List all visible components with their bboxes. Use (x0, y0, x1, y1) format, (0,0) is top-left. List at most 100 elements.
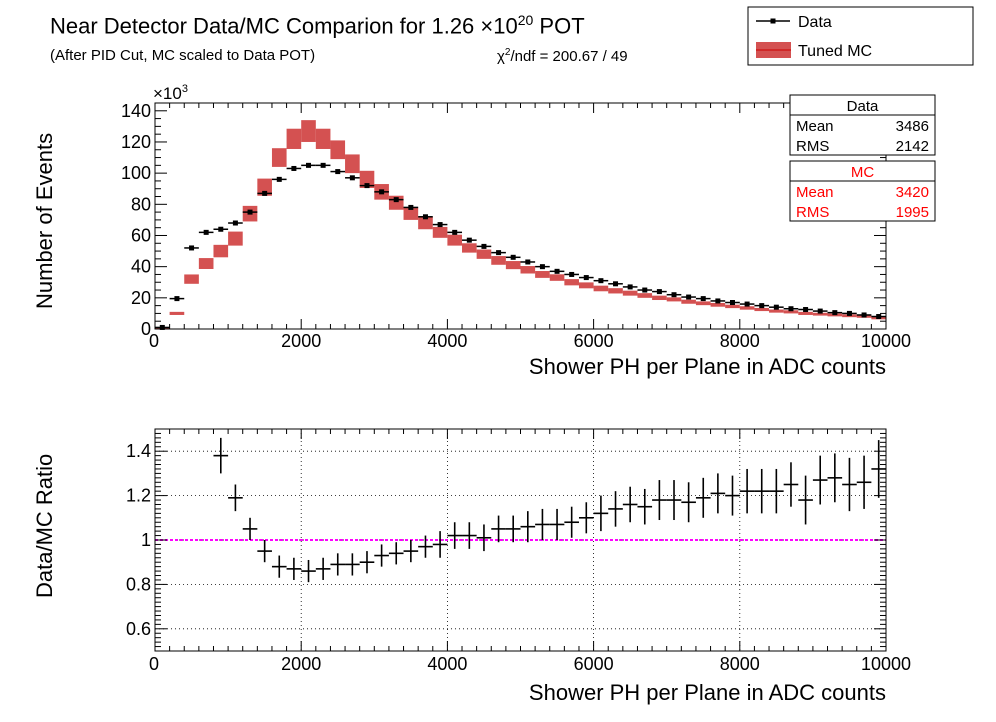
y-tick-label: 0.6 (126, 619, 151, 639)
data-point (379, 189, 385, 195)
x-tick-label: 10000 (861, 331, 911, 351)
chi2-ndf-label: χ2/ndf = 200.67 / 49 (497, 47, 628, 65)
title-exponent: 20 (517, 12, 534, 28)
mc-band-box (681, 299, 696, 304)
mc-band-box (432, 226, 448, 238)
data-point (262, 190, 268, 196)
x-tick-label: 2000 (281, 654, 321, 674)
mc-band-box (403, 207, 419, 220)
y-tick-label: 100 (121, 163, 151, 183)
mc-band-box (198, 258, 214, 269)
data-point (364, 183, 370, 189)
data-point (876, 314, 882, 320)
mc-band-box (812, 312, 828, 316)
y-tick-label: 1.2 (126, 486, 151, 506)
data-point (408, 204, 414, 210)
data-point (642, 287, 648, 293)
legend-mc-label: Tuned MC (798, 43, 872, 60)
stats-mc-row-label: RMS (796, 204, 829, 221)
stats-mc-title: MC (851, 164, 874, 181)
data-point (803, 307, 809, 313)
data-point (189, 245, 195, 251)
data-point (715, 298, 721, 304)
stats-data-row-label: Mean (796, 118, 834, 135)
mc-band-box (710, 302, 726, 307)
data-point (627, 284, 633, 290)
y-tick-label: 1 (141, 530, 151, 550)
data-point (656, 289, 662, 295)
x-tick-label: 6000 (574, 331, 614, 351)
mc-band-box (725, 304, 740, 309)
x-axis-title: Shower PH per Plane in ADC counts (529, 354, 886, 379)
mc-band-box (345, 154, 360, 174)
data-point (393, 197, 399, 203)
stats-data-row-value: 2142 (896, 138, 929, 155)
data-point (773, 304, 779, 310)
mc-band-box (257, 178, 272, 196)
title-main: Near Detector Data/MC Comparion for 1.26… (50, 13, 518, 39)
data-point (291, 165, 297, 171)
data-point (437, 222, 443, 228)
mc-band-box (535, 271, 550, 278)
stats-mc-row-value: 1995 (896, 204, 929, 221)
mc-band-box (739, 306, 755, 310)
data-point (539, 264, 545, 270)
data-point (613, 281, 619, 287)
y-axis-title: Data/MC Ratio (32, 454, 57, 598)
mc-band-box (286, 128, 302, 149)
data-point (349, 175, 355, 181)
mc-band-box (695, 301, 711, 306)
chi2-text: /ndf = 200.67 / 49 (510, 48, 628, 65)
data-point (832, 310, 838, 316)
x-tick-label: 4000 (427, 654, 467, 674)
data-point (525, 259, 531, 265)
x-tick-label: 8000 (720, 331, 760, 351)
mc-band-box (491, 256, 506, 265)
legend-data-marker (770, 18, 776, 24)
chi2-sup: 2 (504, 47, 511, 58)
y-tick-label: 0.8 (126, 574, 151, 594)
data-point (686, 294, 692, 300)
data-point (422, 214, 428, 220)
y-axis-title: Number of Events (32, 133, 57, 309)
x-tick-label: 0 (149, 331, 159, 351)
mc-band-box (476, 249, 492, 259)
mc-band-box (418, 216, 433, 230)
mc-band-box (447, 234, 463, 246)
data-point (466, 237, 472, 243)
y-multiplier-exp: 3 (182, 83, 188, 95)
data-point (861, 312, 867, 318)
stats-data-row-value: 3486 (896, 118, 929, 135)
data-point (335, 169, 341, 175)
mc-band-box (271, 148, 287, 167)
data-point (320, 162, 326, 168)
mc-band-box (520, 266, 536, 274)
mc-band-box (505, 261, 521, 270)
data-point (496, 250, 502, 256)
title-suffix: POT (533, 13, 585, 39)
mc-band-box (359, 170, 375, 188)
data-point (203, 229, 209, 235)
mc-band-box (783, 310, 799, 314)
legend-data-label: Data (798, 14, 832, 31)
y-tick-label: 1.4 (126, 441, 151, 461)
data-point (788, 306, 794, 312)
stats-mc-row-label: Mean (796, 184, 834, 201)
data-point (846, 310, 852, 316)
data-point (481, 243, 487, 249)
y-tick-label: 140 (121, 101, 151, 121)
x-tick-label: 8000 (720, 654, 760, 674)
mc-band-box (564, 279, 579, 286)
y-tick-label: 20 (131, 288, 151, 308)
mc-band-box (213, 244, 229, 258)
mc-band-box (301, 120, 316, 142)
stats-data-row-label: RMS (796, 138, 829, 155)
x-tick-label: 4000 (427, 331, 467, 351)
mc-band-box (608, 288, 623, 294)
stats-mc-box (789, 160, 936, 222)
data-point (218, 226, 224, 232)
x-tick-label: 2000 (281, 331, 321, 351)
data-point (452, 229, 458, 235)
data-point (700, 296, 706, 302)
